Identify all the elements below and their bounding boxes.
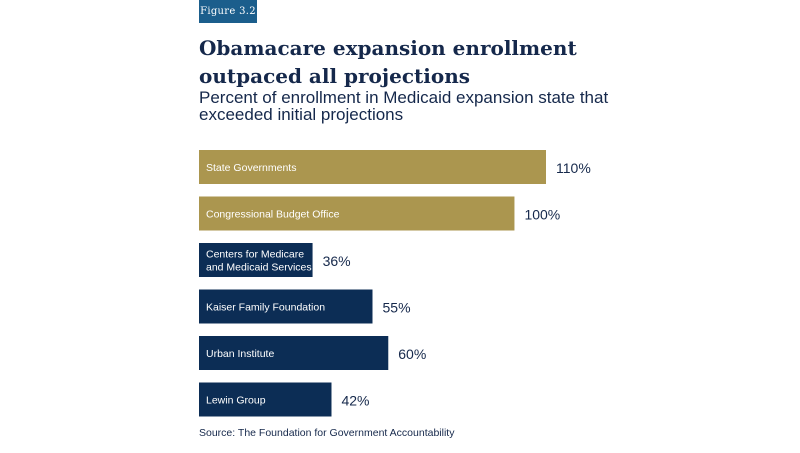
category-label: State Governments xyxy=(206,162,296,174)
category-label: Congressional Budget Office xyxy=(206,209,340,221)
bar-group: State Governments 110% xyxy=(199,150,591,184)
value-label: 110% xyxy=(556,160,591,176)
value-label: 55% xyxy=(383,300,411,316)
value-label: 60% xyxy=(398,346,426,362)
bar-group: Kaiser Family Foundation 55% xyxy=(199,289,411,324)
bar xyxy=(199,243,313,277)
chart-title: Obamacare expansion enrollment outpaced … xyxy=(199,36,577,88)
category-label: Kaiser Family Foundation xyxy=(206,302,325,314)
bar-group: Lewin Group 42% xyxy=(199,382,370,417)
category-label: Lewin Group xyxy=(206,395,266,407)
chart-subtitle: Percent of enrollment in Medicaid expans… xyxy=(199,88,609,124)
bar-group: Urban Institute 60% xyxy=(199,336,426,370)
bar xyxy=(199,382,332,417)
bar xyxy=(199,289,373,324)
bar-group: Congressional Budget Office 100% xyxy=(199,196,560,231)
category-label: and Medicaid Services xyxy=(206,262,312,274)
value-label: 100% xyxy=(524,207,560,223)
value-label: 42% xyxy=(341,393,369,409)
figure-badge: Figure 3.2 xyxy=(199,0,257,23)
value-label: 36% xyxy=(323,253,351,269)
bar xyxy=(199,150,546,184)
category-label: Urban Institute xyxy=(206,348,274,360)
source-note: Source: The Foundation for Government Ac… xyxy=(199,427,455,439)
bar xyxy=(199,196,515,231)
bar xyxy=(199,336,389,370)
category-label: Centers for Medicare xyxy=(206,249,304,261)
